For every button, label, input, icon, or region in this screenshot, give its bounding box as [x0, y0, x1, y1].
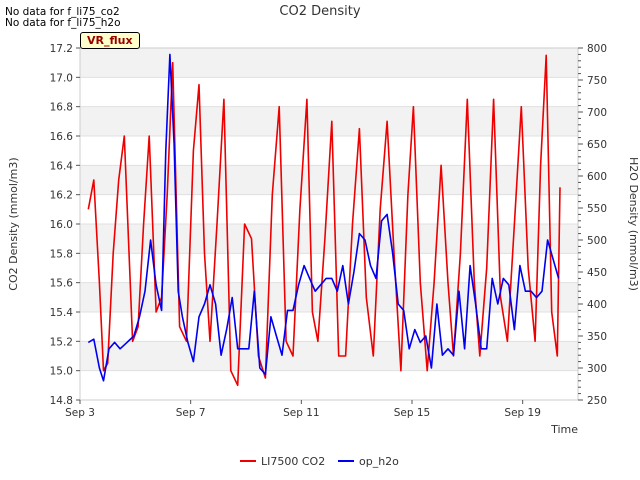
x-axis: Sep 3 Sep 7 Sep 11 Sep 15 Sep 19: [65, 400, 541, 419]
x-tick-label: Sep 11: [283, 407, 320, 419]
no-data-note-co2: No data for f_li75_co2: [5, 6, 120, 18]
y2-tick-label: 450: [587, 267, 607, 279]
y2-axis-label: H2O Density (mmol/m3): [627, 157, 640, 291]
y2-tick-label: 350: [587, 331, 607, 343]
y2-tick-label: 700: [587, 107, 607, 119]
x-tick-label: Sep 7: [176, 407, 206, 419]
grid-band: [80, 48, 578, 78]
no-data-notes: No data for f_li75_co2 No data for f_li7…: [5, 7, 121, 29]
y-tick-label: 17.2: [50, 43, 73, 55]
y2-tick-label: 650: [587, 139, 607, 151]
x-axis-label: Time: [550, 423, 578, 436]
y-tick-label: 15.8: [50, 248, 73, 260]
y-tick-label: 15.0: [50, 366, 73, 378]
legend-label-co2: LI7500 CO2: [261, 455, 325, 468]
series-line-h2o: [87, 53, 560, 382]
y2-tick-label: 800: [587, 43, 607, 55]
y-axis-left: 14.8 15.0 15.2 15.4 15.6 15.8 16.0 16.2 16.4 16.6…: [50, 43, 80, 407]
y2-tick-label: 500: [587, 235, 607, 247]
y-tick-label: 14.8: [50, 395, 73, 407]
no-data-note-h2o: No data for f_li75_h2o: [5, 17, 121, 29]
y2-tick-label: 550: [587, 203, 607, 215]
legend-label-h2o: op_h2o: [359, 455, 399, 468]
y-tick-label: 15.2: [50, 336, 73, 348]
y-tick-label: 16.4: [50, 160, 74, 172]
y-tick-label: 17.0: [50, 72, 73, 84]
grid-bands: [80, 48, 578, 371]
y2-tick-label: 300: [587, 363, 607, 375]
y-tick-label: 16.2: [50, 190, 73, 202]
vr-flux-badge: VR_flux: [80, 32, 140, 49]
chart-title: CO2 Density: [279, 4, 360, 19]
y-tick-label: 15.4: [50, 307, 74, 319]
y-tick-label: 16.8: [50, 102, 73, 114]
y2-tick-label: 400: [587, 299, 607, 311]
series-lines: [87, 53, 561, 387]
grid-band: [80, 224, 578, 254]
x-tick-label: Sep 19: [504, 407, 541, 419]
y2-tick-label: 600: [587, 171, 607, 183]
x-tick-label: Sep 15: [394, 407, 431, 419]
x-tick-label: Sep 3: [65, 407, 95, 419]
y-tick-label: 16.6: [50, 131, 74, 143]
grid-band: [80, 106, 578, 136]
legend: LI7500 CO2 op_h2o: [240, 455, 399, 468]
y-axis-right: 250 300 350 400 450 500 550 600 650 700 750 800: [578, 43, 607, 407]
y-tick-label: 15.6: [50, 278, 74, 290]
grid-band: [80, 341, 578, 371]
y2-tick-label: 250: [587, 395, 607, 407]
series-line-co2: [87, 54, 561, 387]
y-tick-label: 16.0: [50, 219, 73, 231]
y-axis-label: CO2 Density (mmol/m3): [7, 157, 20, 290]
y2-tick-label: 750: [587, 75, 607, 87]
